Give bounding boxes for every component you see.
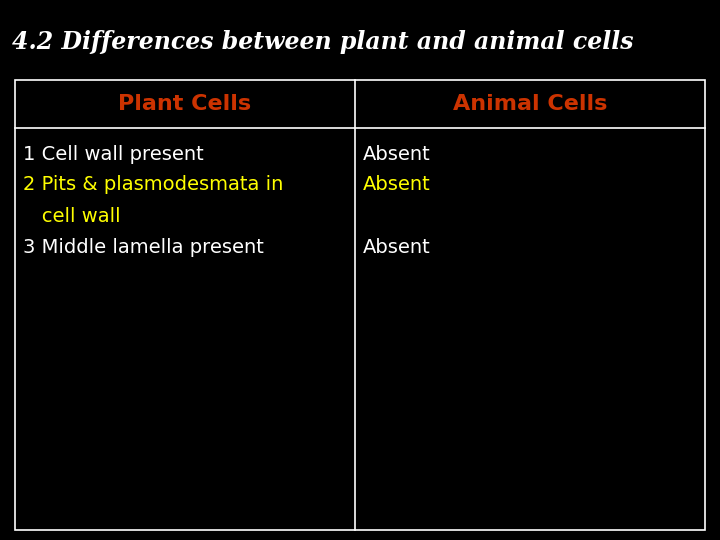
Text: 3 Middle lamella present: 3 Middle lamella present	[23, 238, 264, 257]
Text: 1 Cell wall present: 1 Cell wall present	[23, 145, 204, 164]
Text: 2 Pits & plasmodesmata in: 2 Pits & plasmodesmata in	[23, 175, 284, 194]
Text: Absent: Absent	[363, 145, 431, 164]
Text: Absent: Absent	[363, 238, 431, 257]
Text: Absent: Absent	[363, 175, 431, 194]
Text: Plant Cells: Plant Cells	[118, 94, 251, 114]
Text: Animal Cells: Animal Cells	[453, 94, 607, 114]
Text: cell wall: cell wall	[23, 207, 121, 226]
Text: 4.2 Differences between plant and animal cells: 4.2 Differences between plant and animal…	[12, 30, 634, 54]
Bar	[15, 80, 705, 530]
